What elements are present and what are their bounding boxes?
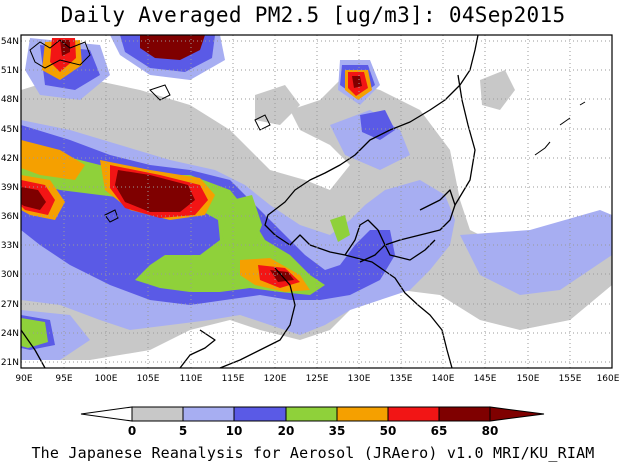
lon-labels: 90E 95E 100E 105E 110E 115E 120E 125E 13… — [15, 374, 619, 384]
coastline-fragments — [29, 39, 586, 223]
lat-label: 21N — [1, 358, 19, 368]
lon-label: 125E — [306, 374, 329, 384]
credit-line: The Japanese Reanalysis for Aerosol (JRA… — [31, 444, 595, 462]
pm25-map: 54N 51N 48N 45N 42N 39N 36N 33N 30N 27N … — [1, 34, 620, 384]
lat-label: 39N — [1, 183, 19, 193]
legend-label: 80 — [482, 424, 499, 438]
lat-label: 24N — [1, 329, 19, 339]
legend-swatch — [131, 406, 184, 422]
legend-arrow-low — [80, 406, 133, 422]
lat-label: 51N — [1, 66, 19, 76]
lon-label: 100E — [95, 374, 118, 384]
legend-swatch — [387, 406, 440, 422]
lon-label: 95E — [55, 374, 72, 384]
lon-label: 90E — [15, 374, 32, 384]
lon-label: 110E — [180, 374, 203, 384]
gridlines — [21, 35, 612, 368]
lat-labels: 54N 51N 48N 45N 42N 39N 36N 33N 30N 27N … — [1, 37, 19, 368]
lon-label: 120E — [264, 374, 287, 384]
legend-swatch — [233, 406, 287, 422]
lon-label: 150E — [517, 374, 540, 384]
lat-label: 33N — [1, 241, 19, 251]
lon-label: 155E — [559, 374, 582, 384]
legend-label: 20 — [278, 424, 295, 438]
lon-label: 130E — [348, 374, 371, 384]
lat-label: 27N — [1, 300, 19, 310]
color-legend: 0 5 10 20 35 50 65 80 — [80, 406, 545, 438]
map-frame — [20, 34, 613, 369]
legend-labels: 0 5 10 20 35 50 65 80 — [128, 424, 499, 438]
legend-label: 5 — [179, 424, 187, 438]
legend-label: 50 — [380, 424, 397, 438]
legend-arrow-high — [489, 406, 545, 422]
lat-label: 48N — [1, 95, 19, 105]
lon-label: 105E — [137, 374, 160, 384]
legend-label: 0 — [128, 424, 136, 438]
pm25-band-80-plus — [21, 35, 362, 282]
lat-label: 30N — [1, 270, 19, 280]
lon-label: 115E — [222, 374, 245, 384]
legend-swatch — [182, 406, 235, 422]
lat-label: 42N — [1, 154, 19, 164]
lat-label: 54N — [1, 37, 19, 47]
lon-label: 140E — [432, 374, 455, 384]
lon-label: 145E — [474, 374, 497, 384]
legend-label: 35 — [329, 424, 346, 438]
legend-label: 10 — [226, 424, 243, 438]
legend-label: 65 — [431, 424, 448, 438]
legend-swatch — [438, 406, 491, 422]
lon-label: 160E — [597, 374, 620, 384]
coastline — [21, 35, 479, 368]
page-title: Daily Averaged PM2.5 [ug/m3]: 04Sep2015 — [60, 3, 566, 27]
lat-label: 45N — [1, 125, 19, 135]
lat-label: 36N — [1, 212, 19, 222]
legend-swatch — [285, 406, 338, 422]
lon-label: 135E — [390, 374, 413, 384]
legend-swatch — [336, 406, 389, 422]
